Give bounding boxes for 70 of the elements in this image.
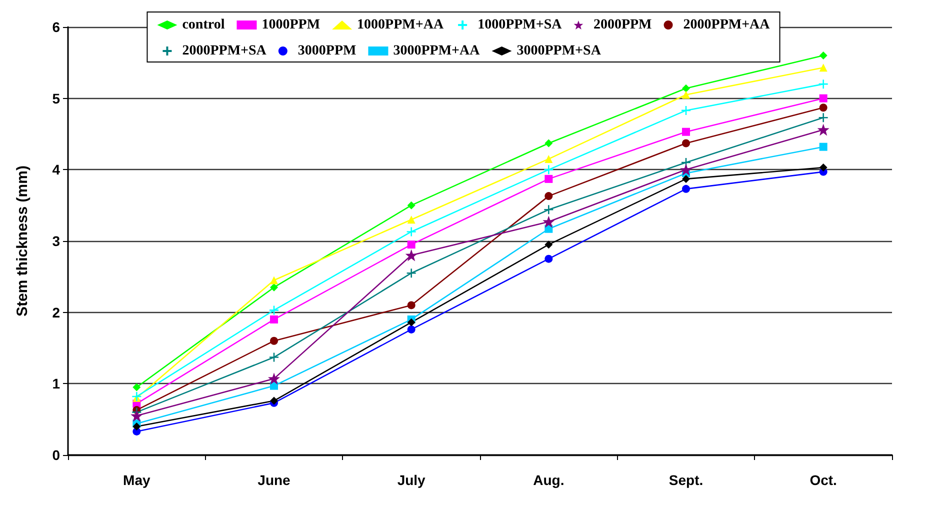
legend-label: 3000PPM xyxy=(298,44,356,58)
y-tick-label: 6 xyxy=(52,19,60,35)
y-tick-label: 1 xyxy=(52,376,60,392)
point xyxy=(682,128,690,136)
point xyxy=(542,216,555,228)
y-tick-label: 4 xyxy=(52,162,60,178)
legend-label: 1000PPM+AA xyxy=(357,18,444,32)
point xyxy=(819,164,828,172)
point xyxy=(132,422,141,430)
point xyxy=(268,352,280,362)
point xyxy=(818,78,828,90)
point xyxy=(544,139,553,148)
x-tick-label: May xyxy=(123,472,150,488)
legend-label: 3000PPM+SA xyxy=(516,44,602,58)
point xyxy=(682,84,690,92)
legend-label: control xyxy=(182,18,225,32)
point xyxy=(544,254,553,263)
x-tick-label: Sept. xyxy=(668,472,704,488)
point xyxy=(544,204,554,215)
y-tick-label: 2 xyxy=(52,304,60,320)
x-tick-label: Oct. xyxy=(810,472,837,488)
point xyxy=(544,240,553,249)
point xyxy=(819,52,828,60)
point xyxy=(270,276,278,284)
y-tick-label: 0 xyxy=(52,447,60,463)
y-tick-label: 5 xyxy=(52,90,60,106)
point xyxy=(544,164,554,175)
legend-label: 2000PPM+AA xyxy=(683,18,771,32)
point xyxy=(270,315,278,324)
point xyxy=(407,216,416,224)
point xyxy=(682,174,690,183)
legend-label: 2000PPM+SA xyxy=(182,44,268,58)
point xyxy=(407,301,416,310)
point xyxy=(405,249,418,262)
point xyxy=(270,336,278,345)
x-tick-label: July xyxy=(397,472,426,488)
legend-label: 1000PPM xyxy=(262,18,320,32)
point xyxy=(544,154,553,163)
point xyxy=(682,139,690,148)
point xyxy=(268,372,280,385)
point xyxy=(268,305,280,316)
y-axis-title: Stem thickness (mm) xyxy=(14,166,31,316)
legend-label: 1000PPM+SA xyxy=(478,18,563,32)
point xyxy=(680,105,692,116)
y-tick-label: 3 xyxy=(52,233,60,249)
point xyxy=(680,164,692,176)
point xyxy=(130,410,143,422)
point xyxy=(819,64,828,72)
point xyxy=(406,268,416,278)
point xyxy=(817,124,830,136)
legend-label: 2000PPM xyxy=(593,18,652,32)
point xyxy=(544,192,553,200)
x-tick-label: June xyxy=(258,472,291,488)
point xyxy=(407,325,416,334)
legend-label: 3000PPM+AA xyxy=(393,44,481,58)
x-tick-label: Aug. xyxy=(533,472,564,488)
point xyxy=(682,90,690,99)
point xyxy=(819,104,828,112)
point xyxy=(544,174,553,183)
point xyxy=(270,283,278,292)
point xyxy=(819,94,828,102)
point xyxy=(132,383,141,392)
point xyxy=(406,226,416,237)
point xyxy=(819,142,828,151)
point xyxy=(132,391,142,402)
point xyxy=(407,201,416,210)
point xyxy=(818,112,828,123)
point xyxy=(407,240,416,249)
point xyxy=(407,318,416,326)
point xyxy=(682,184,690,193)
